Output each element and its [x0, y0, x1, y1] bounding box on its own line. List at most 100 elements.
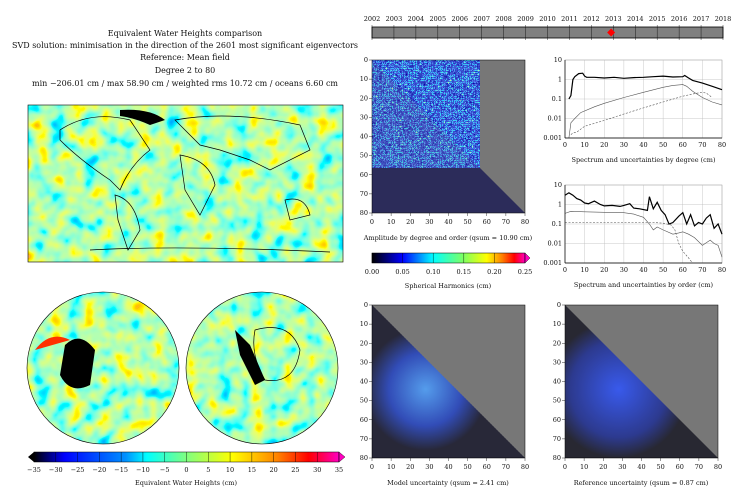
year-label: 2003 — [386, 15, 403, 23]
colorbar-tick-label: −35 — [27, 466, 41, 474]
x-tick-label: 40 — [444, 463, 452, 471]
year-label: 2017 — [693, 15, 710, 23]
y-tick-label: 40 — [360, 133, 368, 141]
x-tick-label: 20 — [406, 218, 414, 226]
x-tick-label: 80 — [718, 266, 726, 274]
colorbar-tick-label: 35 — [335, 466, 343, 474]
x-tick-label: 50 — [463, 218, 471, 226]
x-tick-label: 30 — [618, 463, 626, 471]
x-tick-label: 20 — [406, 463, 414, 471]
sh-colorbar-tick-label: 0.10 — [426, 268, 440, 276]
sh-colorbar: 0.00 0.05 0.10 0.15 0.20 0.25 Spherical Harmo… — [365, 252, 532, 290]
figure-title: Equivalent Water Heights comparison — [108, 29, 262, 38]
x-tick-label: 70 — [502, 218, 510, 226]
series-dashed-gray — [570, 91, 713, 135]
red-anomaly — [35, 336, 70, 350]
antarctic-map[interactable] — [186, 292, 338, 444]
year-label: 2010 — [539, 15, 556, 23]
year-label: 2013 — [605, 15, 622, 23]
x-tick-label: 80 — [521, 218, 529, 226]
statistics: min −206.01 cm / max 58.90 cm / weighted… — [32, 79, 338, 88]
y-tick-label: 0.1 — [552, 95, 562, 103]
chart-caption: Spectrum and uncertainties by order (cm) — [574, 281, 714, 289]
colorbar-tick-label: 15 — [248, 466, 256, 474]
x-tick-label: 60 — [676, 463, 684, 471]
y-tick-label: 10 — [553, 320, 561, 328]
y-tick-label: 10 — [360, 75, 368, 83]
x-tick-label: 40 — [639, 141, 647, 149]
y-tick-label: 80 — [360, 454, 368, 462]
y-tick-label: 10 — [554, 56, 562, 64]
y-tick-label: 0 — [364, 301, 368, 309]
colorbar-tick-label: −15 — [114, 466, 128, 474]
degree-spectrum-chart: 0 10 20 30 40 50 60 70 80 10 1 0.1 0.01 0.001 Spectrum… — [543, 56, 726, 164]
y-tick-label: 0.001 — [543, 259, 562, 267]
y-tick-label: 30 — [360, 113, 368, 121]
x-tick-label: 70 — [695, 463, 703, 471]
y-tick-label: 0.01 — [548, 240, 562, 248]
timeline-marker[interactable] — [607, 28, 616, 37]
x-tick-label: 0 — [370, 218, 374, 226]
reference-uncertainty-caption: Reference uncertainty (qsum = 0.87 cm) — [574, 479, 709, 487]
y-tick-label: 30 — [360, 358, 368, 366]
greenland-anomaly — [120, 109, 165, 125]
x-tick-label: 80 — [521, 463, 529, 471]
y-tick-label: 70 — [553, 435, 561, 443]
map-field — [28, 105, 343, 262]
year-label: 2009 — [517, 15, 534, 23]
x-tick-label: 50 — [463, 463, 471, 471]
sh-colorbar-tick-label: 0.05 — [395, 268, 409, 276]
x-tick-label: 0 — [370, 463, 374, 471]
x-tick-label: 30 — [425, 463, 433, 471]
y-tick-label: 80 — [360, 209, 368, 217]
sh-colorbar-tick-label: 0.25 — [518, 268, 532, 276]
matrix-grid — [372, 60, 525, 213]
y-tick-label: 20 — [553, 339, 561, 347]
colorbar-tick-label: 5 — [206, 466, 210, 474]
order-spectrum-chart: 0 10 20 30 40 50 60 70 80 10 1 0.1 0.01 0.001 Spectrum… — [543, 181, 726, 289]
antarctic-field — [186, 292, 338, 444]
timeline[interactable]: 2002 2003 2004 2005 2006 2007 2008 2009 2010 2011… — [364, 15, 732, 40]
colorbar-tick-label: 25 — [291, 466, 299, 474]
degree-range: Degree 2 to 80 — [155, 66, 216, 75]
colorbar-tick-label: −20 — [92, 466, 106, 474]
year-label: 2015 — [649, 15, 666, 23]
series-solid-black — [568, 72, 723, 100]
colorbar-tick-label: −25 — [71, 466, 85, 474]
y-tick-label: 10 — [360, 320, 368, 328]
colorbar-min-arrow — [28, 452, 34, 462]
colorbar-tick-label: 10 — [226, 466, 234, 474]
year-label: 2004 — [408, 15, 425, 23]
header: Equivalent Water Heights comparison SVD … — [12, 29, 358, 88]
y-tick-label: 0.01 — [548, 115, 562, 123]
y-tick-label: 70 — [360, 435, 368, 443]
model-uncertainty-matrix: 0 0 10 10 20 20 30 30 40 40 50 50 60 60 70 70 80 80 Model… — [360, 301, 529, 487]
antarctic-outline — [185, 291, 339, 445]
x-tick-label: 10 — [580, 266, 588, 274]
sh-colorbar-tick-label: 0.20 — [487, 268, 501, 276]
chart-caption: Spectrum and uncertainties by degree (cm… — [572, 156, 716, 164]
x-tick-label: 30 — [620, 141, 628, 149]
x-tick-label: 10 — [580, 141, 588, 149]
y-tick-label: 1 — [558, 201, 562, 209]
x-tick-label: 0 — [563, 266, 567, 274]
arctic-map[interactable] — [27, 292, 179, 444]
coastlines — [59, 115, 331, 253]
series-dashed-gray — [565, 222, 693, 264]
y-tick-label: 70 — [360, 190, 368, 198]
world-map[interactable] — [27, 104, 344, 263]
year-label: 2005 — [430, 15, 447, 23]
x-tick-label: 70 — [698, 266, 706, 274]
y-tick-label: 20 — [360, 339, 368, 347]
colorbar-tick-label: 30 — [313, 466, 321, 474]
colorbar-tick-label: 0 — [184, 466, 188, 474]
y-tick-label: 60 — [553, 416, 561, 424]
ewh-colorbar: −35 −30 −25 −20 −15 −10 −5 0 5 10 15 20 25 30 35 Equiv… — [27, 451, 346, 487]
reference-uncertainty-matrix: 0 0 10 10 20 20 30 30 40 40 50 50 60 60 70 70 80 80 Refer… — [553, 301, 722, 487]
x-tick-label: 50 — [656, 463, 664, 471]
y-tick-label: 40 — [553, 378, 561, 386]
x-tick-label: 60 — [679, 266, 687, 274]
reference-label: Reference: Mean field — [140, 53, 230, 62]
colorbar-tick-label: −10 — [136, 466, 150, 474]
